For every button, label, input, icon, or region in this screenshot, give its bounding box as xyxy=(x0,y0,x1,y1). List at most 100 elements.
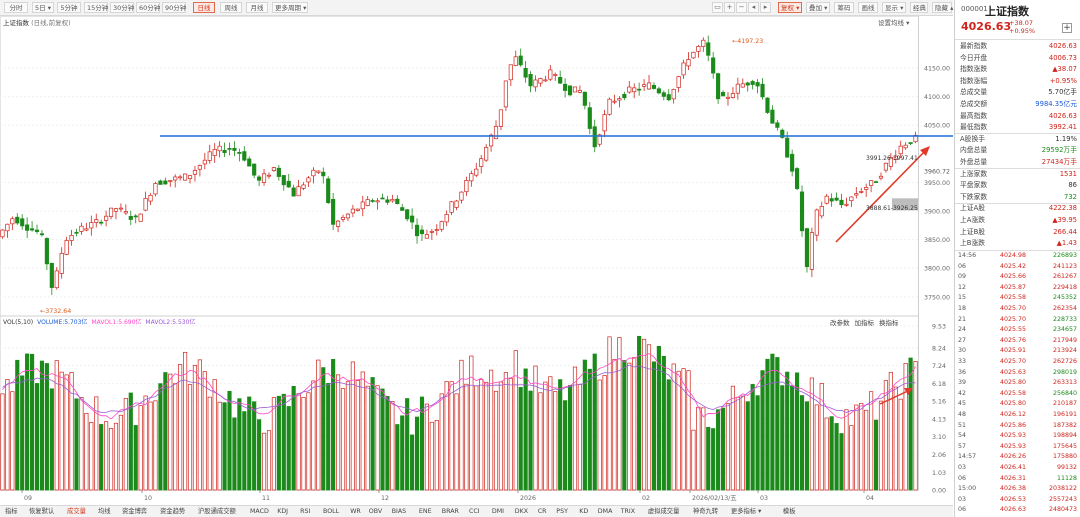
indicator-tab-9[interactable]: RSI xyxy=(300,508,311,515)
candle-body xyxy=(59,252,64,274)
quote-row: 下跌家数 732 xyxy=(955,192,1080,202)
candle-body xyxy=(469,173,474,182)
volume-bar xyxy=(148,401,153,491)
period-0-button[interactable]: 分时 xyxy=(4,2,28,13)
indicator-tab-20[interactable]: PSY xyxy=(556,508,568,515)
volume-bar xyxy=(558,379,563,491)
candle-body xyxy=(237,151,242,154)
period-6-button[interactable]: 90分钟 xyxy=(162,2,186,13)
left-icon[interactable]: ◂ xyxy=(748,2,759,13)
period-3-button[interactable]: 15分钟 xyxy=(84,2,108,13)
candle-body xyxy=(360,201,365,210)
candle-body xyxy=(355,208,360,211)
kline-chart[interactable]: 4150.00 4100.00 4050.00 3950.00 3900.00 3850.… xyxy=(0,16,953,504)
indicator-tab-5[interactable]: 资金趋势 xyxy=(160,508,186,515)
tool-1-button[interactable]: 叠加 ▾ xyxy=(806,2,830,13)
volume-bar xyxy=(10,391,15,491)
index-change: +38.07 +0.95% xyxy=(1009,19,1035,35)
indicator-tab-21[interactable]: KD xyxy=(579,508,589,515)
candle-body xyxy=(577,90,582,93)
tool-4-button[interactable]: 显示 ▾ xyxy=(882,2,906,13)
indicator-tab-4[interactable]: 资金博弈 xyxy=(122,508,148,515)
period-8-button[interactable]: 周线 xyxy=(220,2,242,13)
indicator-tab-3[interactable]: 均线 xyxy=(98,508,111,515)
indicator-tab-16[interactable]: CCI xyxy=(469,508,480,515)
volume-bar xyxy=(99,424,104,491)
indicator-tab-1[interactable]: 恢复默认 xyxy=(29,508,55,515)
indicator-tab-25[interactable]: 神奇九转 xyxy=(692,508,719,515)
mavol2-line xyxy=(2,364,916,413)
candle-body xyxy=(597,134,602,145)
indicator-tab-23[interactable]: TRIX xyxy=(620,508,636,515)
indicator-tab-22[interactable]: DMA xyxy=(597,508,613,515)
volume-tool-0-button[interactable]: 改参数 xyxy=(830,319,850,327)
indicator-tab-0[interactable]: 指标 xyxy=(5,508,18,515)
indicator-tab-11[interactable]: WR xyxy=(350,508,361,515)
indicator-tab-8[interactable]: KDJ xyxy=(277,508,289,515)
candle-body xyxy=(479,158,484,167)
volume-bar xyxy=(163,372,168,491)
candle-body xyxy=(849,196,854,202)
candle-body xyxy=(271,167,276,171)
tool-0-button[interactable]: 复权 ▾ xyxy=(778,2,802,13)
volume-tick-label: 9.53 xyxy=(932,324,946,331)
period-10-button[interactable]: 更多周期 ▾ xyxy=(272,2,308,13)
indicator-tab-18[interactable]: DKX xyxy=(514,508,529,515)
period-toolbar: 分时 5日 ▾ 5分钟 15分钟 30分钟 60分钟 90分钟 日线 周线 月线 更多周期 ▾ ▭ + −… xyxy=(0,0,953,16)
tick-volume: 241123 xyxy=(1052,262,1077,270)
volume-header: VOL(5,10) VOLUME:5.703亿 MAVOL1:5.690亿 MAVOL… xyxy=(3,317,199,326)
zoom-in-icon[interactable]: + xyxy=(724,2,735,13)
indicator-tab-24[interactable]: 虚拟成交量 xyxy=(647,508,680,515)
tick-price: 4025.63 xyxy=(1000,368,1027,376)
candle-body xyxy=(261,173,267,183)
indicator-tab-17[interactable]: DMI xyxy=(491,508,505,515)
volume-bar xyxy=(385,395,390,491)
volume-bar xyxy=(395,424,400,491)
candle-body xyxy=(178,176,183,179)
period-7-button[interactable]: 日线 xyxy=(193,2,215,13)
volume-bar xyxy=(390,401,395,491)
indicator-tab-15[interactable]: BRAR xyxy=(441,508,459,515)
tool-5-button[interactable]: 经典 xyxy=(910,2,928,13)
indicator-tab-12[interactable]: OBV xyxy=(368,508,383,515)
volume-tool-2-button[interactable]: 换指标 xyxy=(879,319,899,327)
period-4-button[interactable]: 30分钟 xyxy=(110,2,134,13)
candle-body xyxy=(528,74,533,87)
tick-volume: 175880 xyxy=(1052,453,1077,461)
indicator-tab-26[interactable]: 更多指标 ▾ xyxy=(730,508,762,515)
indicator-tab-14[interactable]: ENE xyxy=(418,508,432,515)
tick-time: 39 xyxy=(958,379,967,387)
candle-body xyxy=(898,145,903,155)
indicator-tab-7[interactable]: MACD xyxy=(250,508,269,515)
volume-bar xyxy=(128,392,133,491)
tool-6-button[interactable]: 隐藏 ▴ xyxy=(932,2,953,13)
indicator-tab-2[interactable]: 成交量 xyxy=(67,508,86,515)
quote-row-label: A股换手 xyxy=(960,134,986,143)
indicator-tab-27[interactable]: 模板 xyxy=(782,508,796,515)
volume-tool-1-button[interactable]: 加指标 xyxy=(854,319,875,327)
period-2-button[interactable]: 5分钟 xyxy=(57,2,81,13)
volume-bar xyxy=(508,378,513,491)
indicator-tab-10[interactable]: BOLL xyxy=(323,508,340,515)
indicator-tab-19[interactable]: CR xyxy=(537,508,547,515)
period-5-button[interactable]: 60分钟 xyxy=(136,2,160,13)
tool-2-button[interactable]: 筹码 xyxy=(834,2,854,13)
candle-body xyxy=(760,83,765,98)
volume-bar xyxy=(770,353,775,491)
period-9-button[interactable]: 月线 xyxy=(246,2,268,13)
candle-body xyxy=(617,98,622,101)
indicator-tab-13[interactable]: BIAS xyxy=(391,508,407,515)
indicator-tab-6[interactable]: 沪股通成交额 xyxy=(198,508,236,515)
chart-header: 上证指数 (日线,前复权) xyxy=(3,17,71,27)
period-1-button[interactable]: 5日 ▾ xyxy=(32,2,54,13)
volume-bar xyxy=(735,396,740,491)
tool-3-button[interactable]: 画线 xyxy=(858,2,878,13)
set-ma-button[interactable]: 设置均线 ▾ xyxy=(878,19,910,27)
candle-body xyxy=(720,92,726,97)
right-icon[interactable]: ▸ xyxy=(760,2,771,13)
tick-row: 42 4025.58 256840 xyxy=(955,389,1080,399)
add-watchlist-button[interactable]: + xyxy=(1062,23,1072,33)
tick-volume: 2557243 xyxy=(1048,495,1077,503)
zoom-out-icon[interactable]: − xyxy=(736,2,747,13)
window-icon[interactable]: ▭ xyxy=(712,2,723,13)
